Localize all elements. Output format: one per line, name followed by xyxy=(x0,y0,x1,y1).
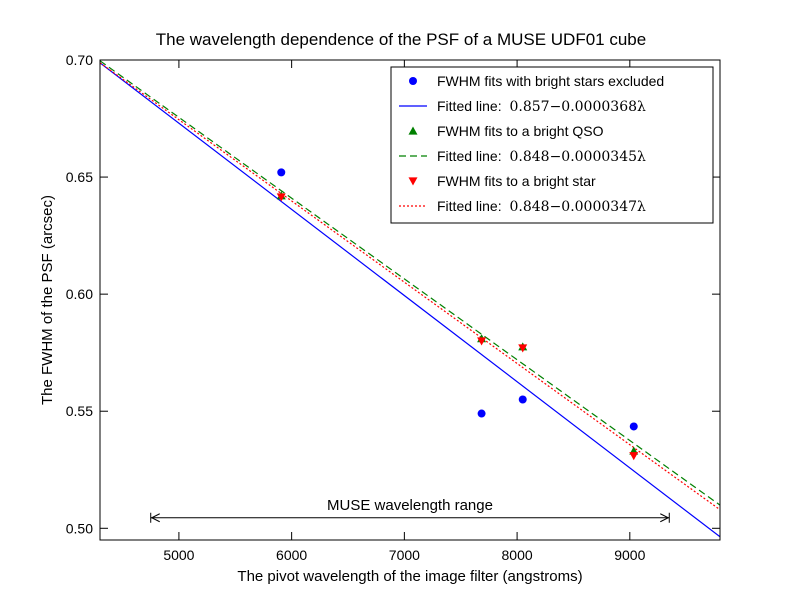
data-point-triangle-down xyxy=(276,193,286,202)
legend-entry-label: FWHM fits with bright stars excluded xyxy=(437,73,664,89)
x-tick-label: 6000 xyxy=(276,547,307,563)
legend-entry-name: Fitted line: xyxy=(437,148,505,164)
fit-line-dashed xyxy=(100,60,720,506)
fit-line-dotted xyxy=(100,62,720,511)
x-tick-label: 8000 xyxy=(502,547,533,563)
data-point-circle xyxy=(477,409,486,418)
legend-entry-label: FWHM fits to a bright QSO xyxy=(437,123,604,139)
y-tick-label: 0.65 xyxy=(66,169,93,185)
data-point-triangle-down xyxy=(629,452,639,461)
legend-entry-equation: 0.848−0.0000345λ xyxy=(509,149,646,165)
legend-marker-circle xyxy=(409,77,417,85)
chart-title: The wavelength dependence of the PSF of … xyxy=(156,30,646,49)
legend-entry-name: Fitted line: xyxy=(437,198,505,214)
data-point-circle xyxy=(277,168,286,177)
wavelength-range-annotation: MUSE wavelength range xyxy=(150,497,670,523)
y-tick-label: 0.70 xyxy=(66,52,93,68)
plot-area xyxy=(100,60,720,538)
legend-entry-name: FWHM fits to a bright QSO xyxy=(437,123,604,139)
legend-entry-equation: 0.857−0.0000368λ xyxy=(509,99,646,115)
legend-entry-name: Fitted line: xyxy=(437,98,505,114)
legend-marker-triangle-down xyxy=(408,177,418,186)
plot-frame xyxy=(99,59,721,541)
legend: FWHM fits with bright stars excluded Fitt… xyxy=(390,66,714,224)
range-arrow-head-left xyxy=(150,513,160,523)
legend-box xyxy=(390,66,714,224)
data-point-triangle-down xyxy=(518,344,528,353)
x-tick-label: 7000 xyxy=(389,547,420,563)
legend-entry-label: FWHM fits to a bright star xyxy=(437,173,596,189)
x-axis-label: The pivot wavelength of the image filter… xyxy=(237,568,582,585)
y-axis-ticks: 0.50 0.55 0.60 0.65 0.70 xyxy=(66,52,720,536)
legend-marker-triangle-up xyxy=(408,126,418,135)
legend-entry-name: FWHM fits to a bright star xyxy=(437,173,596,189)
legend-entry-label: Fitted line: 0.857−0.0000368λ xyxy=(437,98,646,115)
x-axis-ticks: 5000 6000 7000 8000 9000 xyxy=(163,60,646,563)
y-tick-label: 0.50 xyxy=(66,520,93,536)
legend-entry-equation: 0.848−0.0000347λ xyxy=(509,199,646,215)
range-annotation-label: MUSE wavelength range xyxy=(327,497,493,514)
legend-entry-label: Fitted line: 0.848−0.0000345λ xyxy=(437,148,646,165)
x-tick-label: 9000 xyxy=(614,547,645,563)
data-point-circle xyxy=(629,422,638,431)
y-tick-label: 0.55 xyxy=(66,403,93,419)
legend-entry-label: Fitted line: 0.848−0.0000347λ xyxy=(437,198,646,215)
y-tick-label: 0.60 xyxy=(66,286,93,302)
range-arrow-head-right xyxy=(660,513,670,523)
y-axis-label: The FWHM of the PSF (arcsec) xyxy=(39,195,56,405)
fit-line-solid xyxy=(100,62,720,538)
data-point-circle xyxy=(518,395,527,404)
legend-entry-name: FWHM fits with bright stars excluded xyxy=(437,73,664,89)
data-point-triangle-down xyxy=(477,337,487,346)
x-tick-label: 5000 xyxy=(163,547,194,563)
